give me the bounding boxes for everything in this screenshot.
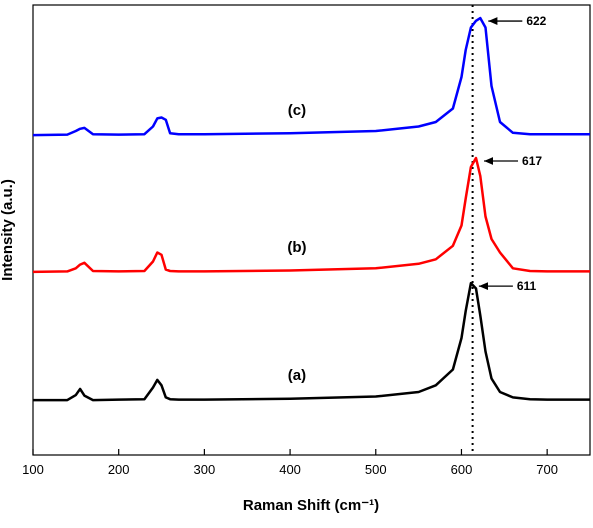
x-tick-label: 700 [536,462,558,477]
peak-label: 617 [522,154,542,168]
spectrum-line [32,156,590,274]
spectrum-line [33,281,590,402]
x-tick-label: 400 [279,462,301,477]
plot-frame [32,4,591,456]
x-axis-label: Raman Shift (cm⁻¹) [243,497,379,514]
series-label: (a) [288,367,306,384]
x-tick-label: 300 [194,462,216,477]
series-label: (c) [288,102,306,119]
peak-label: 611 [517,279,537,293]
x-tick-label: 600 [451,462,473,477]
peak-label: 622 [526,14,546,28]
series-label: (b) [287,239,306,256]
spectrum-line [32,16,590,137]
x-tick-label: 100 [22,462,44,477]
y-axis-label: Intensity (a.u.) [0,179,16,281]
x-tick-label: 200 [108,462,130,477]
x-tick-label: 500 [365,462,387,477]
